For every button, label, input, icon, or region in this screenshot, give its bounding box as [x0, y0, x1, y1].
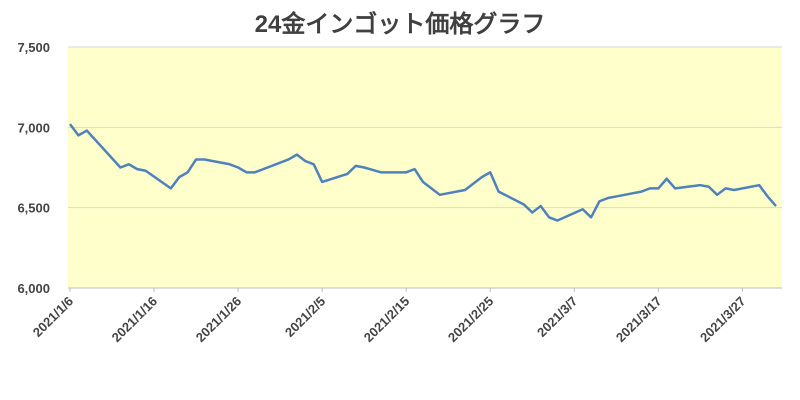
- chart-title: 24金インゴット価格グラフ: [255, 10, 546, 38]
- plot-area: [68, 47, 782, 288]
- x-tick-label: 2021/3/7: [534, 294, 580, 340]
- x-tick-label: 2021/2/15: [361, 294, 413, 346]
- x-tick-label: 2021/2/25: [445, 294, 497, 346]
- x-tick-label: 2021/3/27: [697, 294, 749, 346]
- x-tick-label: 2021/1/26: [193, 294, 245, 346]
- y-tick-label: 7,500: [17, 40, 50, 55]
- y-tick-label: 7,000: [17, 120, 50, 135]
- x-tick-label: 2021/2/5: [282, 294, 328, 340]
- y-tick-label: 6,000: [17, 281, 50, 296]
- x-tick-label: 2021/1/16: [109, 294, 161, 346]
- x-tick-label: 2021/1/6: [30, 294, 76, 340]
- y-tick-label: 6,500: [17, 201, 50, 216]
- price-line: [68, 123, 777, 222]
- x-tick-label: 2021/3/17: [613, 294, 665, 346]
